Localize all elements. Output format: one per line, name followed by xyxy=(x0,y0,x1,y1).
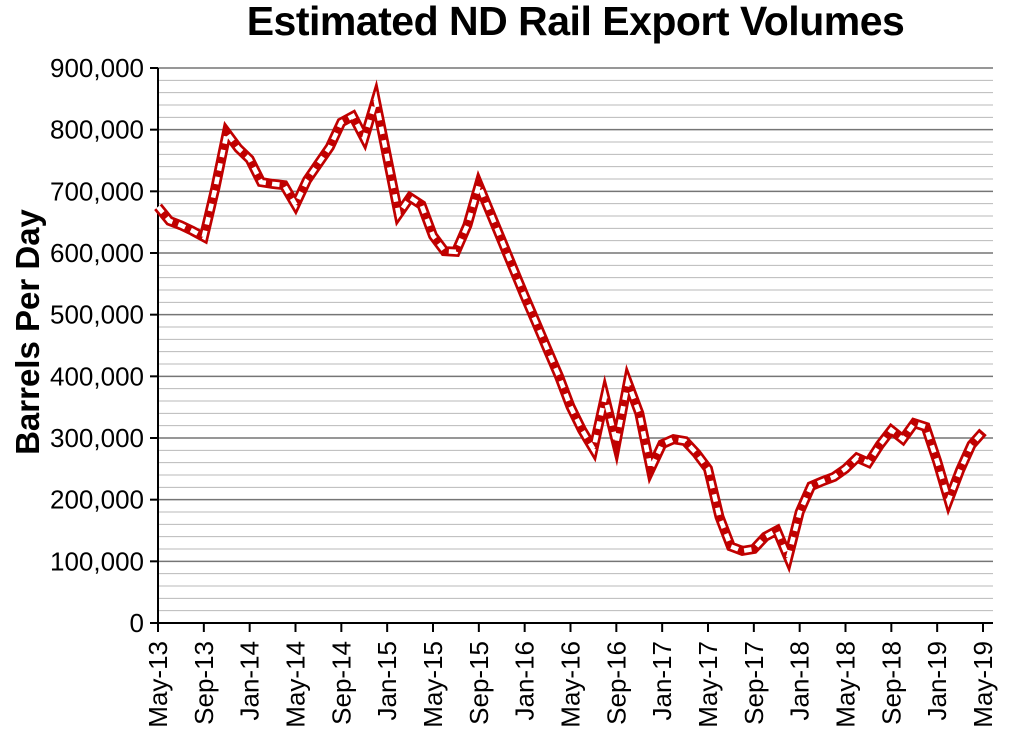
x-tick-label: Sep-18 xyxy=(876,641,906,725)
y-tick-label: 900,000 xyxy=(50,53,144,83)
x-tick-label: Jan-17 xyxy=(647,641,677,721)
y-tick-label: 200,000 xyxy=(50,485,144,515)
y-axis-title: Barrels Per Day xyxy=(9,209,46,455)
x-tick-label: May-17 xyxy=(693,641,723,728)
y-tick-label: 0 xyxy=(130,608,144,638)
x-tick-label: May-18 xyxy=(831,641,861,728)
x-tick-label: Sep-14 xyxy=(326,641,356,725)
x-tick-label: Sep-15 xyxy=(464,641,494,725)
x-tick-label: Sep-16 xyxy=(601,641,631,725)
rail-export-line xyxy=(154,79,987,574)
x-tick-label: Jan-18 xyxy=(785,641,815,721)
x-tick-label: Sep-17 xyxy=(739,641,769,725)
x-tick-label: Jan-19 xyxy=(922,641,952,721)
x-tick-label: May-16 xyxy=(556,641,586,728)
y-tick-label: 300,000 xyxy=(50,423,144,453)
x-tick-label: May-13 xyxy=(143,641,173,728)
y-tick-label: 700,000 xyxy=(50,176,144,206)
y-tick-label: 500,000 xyxy=(50,300,144,330)
x-tick-label: Sep-13 xyxy=(189,641,219,725)
x-tick-label: Jan-14 xyxy=(235,641,265,721)
x-tick-label: May-14 xyxy=(281,641,311,728)
y-tick-label: 100,000 xyxy=(50,546,144,576)
rail-export-line-dashes xyxy=(156,90,985,565)
chart-title: Estimated ND Rail Export Volumes xyxy=(246,0,905,44)
x-tick-label: May-15 xyxy=(418,641,448,728)
y-tick-label: 800,000 xyxy=(50,115,144,145)
x-tick-label: Jan-15 xyxy=(372,641,402,721)
x-tick-label: May-19 xyxy=(968,641,998,728)
y-tick-label: 600,000 xyxy=(50,238,144,268)
x-tick-label: Jan-16 xyxy=(510,641,540,721)
y-tick-label: 400,000 xyxy=(50,361,144,391)
